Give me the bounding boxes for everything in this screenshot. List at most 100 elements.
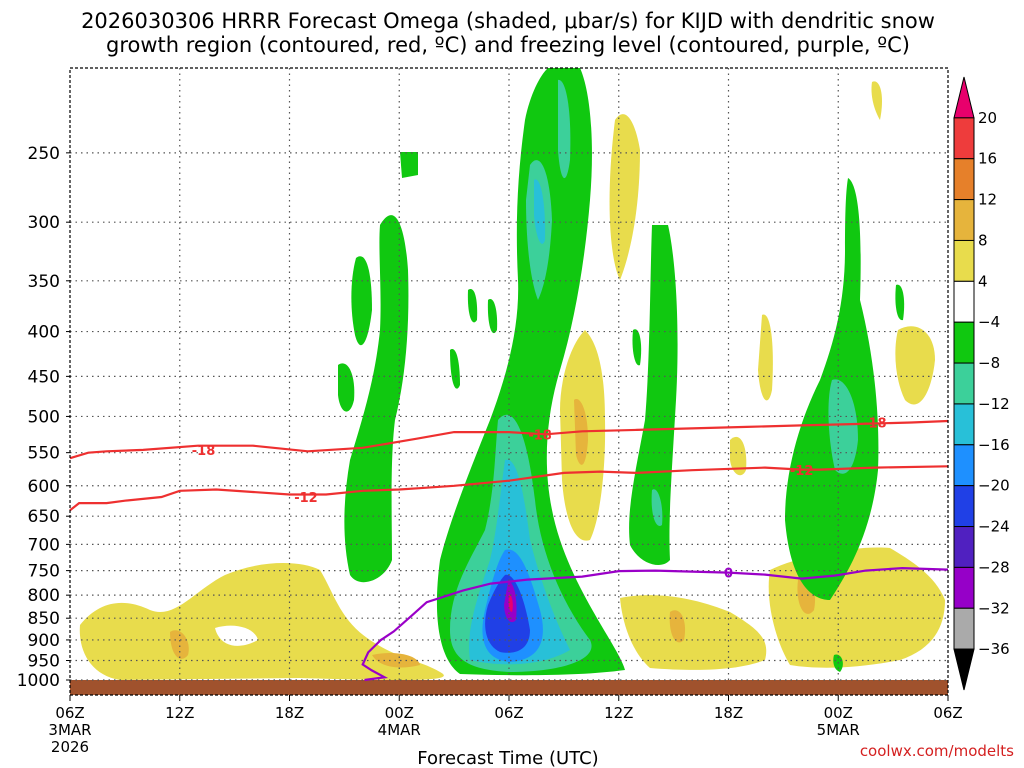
colorbar-box — [953, 280, 975, 323]
omega-negative-small-right-1 — [895, 284, 905, 321]
colorbar-top-triangle — [953, 76, 975, 119]
y-tick-label: 500 — [28, 407, 60, 427]
omega-negative-small-mid-1 — [632, 329, 642, 366]
x-tick-label: 06Z — [933, 704, 962, 722]
omega-negative-mid-column — [629, 225, 678, 565]
omega-positive-lowlevel-region — [79, 563, 444, 680]
x-tick-label: 12Z — [604, 704, 633, 722]
contour-minus12 — [69, 465, 949, 512]
colorbar-label: −20 — [978, 477, 1010, 495]
colorbar-label: 8 — [978, 231, 988, 249]
omega-magenta-core — [508, 594, 513, 612]
omega-teal-core-upper-2 — [558, 79, 571, 179]
x-date-label: 4MAR — [378, 721, 421, 739]
colorbar-label: −8 — [978, 354, 1000, 372]
colorbar-box — [953, 239, 975, 282]
x-date-label: 3MAR — [48, 721, 91, 739]
omega-positive-upper-right-4 — [730, 436, 747, 476]
y-tick-label: 700 — [28, 535, 60, 555]
colorbar-label: 12 — [978, 191, 997, 209]
contour-label: -12 — [790, 464, 814, 479]
y-tick-label: 450 — [28, 367, 60, 387]
omega-neutral-gap — [215, 625, 258, 646]
contour-minus18 — [69, 419, 949, 460]
plot-frame — [69, 67, 949, 696]
omega-orange-pocket-2 — [170, 630, 189, 659]
colorbar-label: −16 — [978, 436, 1010, 454]
ground-surface — [70, 680, 948, 695]
colorbar: 20 16 12 8 4 −4 −8 −12 −16 −20 −24 −28 −32 −36 — [953, 76, 1010, 691]
y-tick-label: 300 — [28, 213, 60, 233]
colorbar-label: 16 — [978, 150, 997, 168]
colorbar-box — [953, 403, 975, 446]
colorbar-label: −24 — [978, 518, 1010, 536]
x-date-label: 5MAR — [817, 721, 860, 739]
omega-negative-main-column — [436, 68, 625, 676]
colorbar-label: −12 — [978, 395, 1010, 413]
y-tick-label: 650 — [28, 507, 60, 527]
y-tick-label: 950 — [28, 651, 60, 671]
y-tick-label: 1000 — [17, 671, 60, 691]
y-tick-label: 250 — [28, 144, 60, 164]
x-tick-label: 06Z — [55, 704, 84, 722]
y-tick-label: 600 — [28, 477, 60, 497]
credit-text: coolwx.com/modelts — [860, 742, 1014, 760]
colorbar-box — [953, 526, 975, 568]
x-tick-label: 12Z — [165, 704, 194, 722]
x-axis-label: Forecast Time (UTC) — [417, 748, 598, 768]
chart-title-line2: growth region (contoured, red, ºC) and f… — [106, 33, 910, 57]
x-tick-label: 18Z — [714, 704, 743, 722]
omega-negative-left-blob-2 — [338, 363, 355, 412]
x-tick-label: 00Z — [385, 704, 414, 722]
colorbar-box — [953, 362, 975, 405]
omega-positive-upper-right-1 — [871, 81, 883, 120]
y-tick-label: 850 — [28, 609, 60, 629]
chart-grid — [70, 68, 948, 681]
colorbar-box — [953, 117, 975, 160]
colorbar-bottom-triangle — [953, 648, 975, 691]
y-tick-label: 750 — [28, 562, 60, 582]
omega-positive-upper-right-2 — [895, 326, 935, 405]
y-axis: 2503003504004505005506006507007508008509… — [17, 144, 70, 691]
omega-negative-left-blob — [400, 152, 418, 178]
omega-shading — [79, 68, 945, 680]
colorbar-box — [953, 566, 975, 609]
contour-label: 0 — [724, 567, 733, 582]
contour-0 — [361, 566, 949, 682]
contour-label: -12 — [294, 491, 318, 506]
omega-positive-upper-right-3 — [758, 314, 773, 401]
omega-negative-small-left-1 — [450, 349, 460, 389]
x-tick-label: 00Z — [824, 704, 853, 722]
x-tick-label: 06Z — [494, 704, 523, 722]
y-tick-label: 400 — [28, 323, 60, 343]
colorbar-box — [953, 321, 975, 364]
colorbar-label: 20 — [978, 109, 997, 127]
y-tick-label: 550 — [28, 444, 60, 464]
x-year-label: 2026 — [51, 738, 89, 756]
colorbar-box — [953, 199, 975, 241]
colorbar-label: −32 — [978, 599, 1010, 617]
omega-positive-lowlevel-right — [620, 595, 767, 670]
omega-teal-right — [828, 379, 858, 474]
contour-lines: -18 -12 -18 -18 -12 0 — [69, 416, 949, 682]
colorbar-box — [953, 444, 975, 487]
omega-cyan-upper — [534, 179, 546, 244]
colorbar-box — [953, 485, 975, 528]
y-tick-label: 350 — [28, 272, 60, 292]
y-tick-label: 800 — [28, 586, 60, 606]
colorbar-label: −4 — [978, 313, 1000, 331]
colorbar-box — [953, 607, 975, 650]
contour-label: -18 — [863, 416, 887, 431]
colorbar-label: −28 — [978, 558, 1010, 576]
contour-label: -18 — [192, 444, 216, 459]
colorbar-box — [953, 158, 975, 201]
omega-negative-left-column-2 — [351, 256, 372, 346]
x-tick-label: 18Z — [275, 704, 304, 722]
colorbar-label: 4 — [978, 272, 988, 290]
omega-negative-small-left-2 — [467, 289, 478, 323]
omega-negative-small-left-3 — [487, 299, 498, 334]
colorbar-label: −36 — [978, 640, 1010, 658]
y-tick-label: 900 — [28, 631, 60, 651]
